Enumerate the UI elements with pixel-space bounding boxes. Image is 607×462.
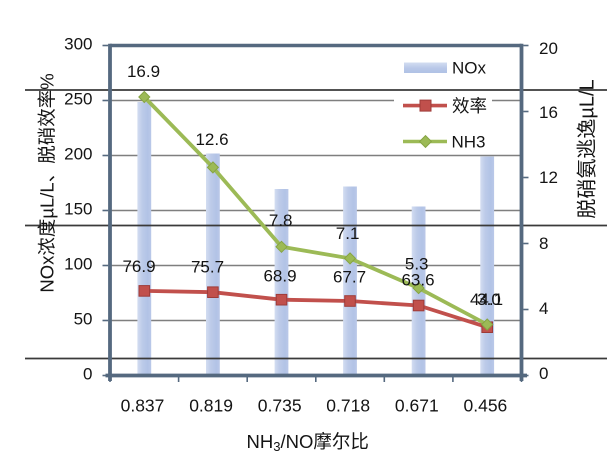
svg-text:16.9: 16.9: [127, 62, 160, 81]
svg-text:50: 50: [74, 310, 93, 329]
svg-text:67.7: 67.7: [333, 268, 366, 287]
svg-text:5.3: 5.3: [405, 255, 429, 274]
svg-text:100: 100: [64, 255, 92, 274]
svg-text:12: 12: [539, 168, 558, 187]
svg-text:NOx: NOx: [452, 59, 487, 78]
svg-text:44.1: 44.1: [470, 290, 503, 309]
svg-text:0.718: 0.718: [326, 396, 370, 416]
svg-text:0.819: 0.819: [189, 396, 233, 416]
svg-text:NOx浓度µL/L、脱硝效率%: NOx浓度µL/L、脱硝效率%: [37, 73, 58, 292]
svg-text:脱硝氨逃逸µL/L: 脱硝氨逃逸µL/L: [576, 79, 599, 218]
svg-text:0.456: 0.456: [464, 396, 508, 416]
svg-text:150: 150: [64, 200, 92, 219]
svg-text:8: 8: [539, 234, 548, 253]
svg-text:68.9: 68.9: [263, 267, 296, 286]
svg-text:76.9: 76.9: [122, 257, 155, 276]
svg-text:0.837: 0.837: [121, 396, 165, 416]
svg-text:12.6: 12.6: [195, 130, 228, 149]
svg-text:7.1: 7.1: [336, 224, 360, 243]
svg-text:4: 4: [539, 299, 548, 318]
svg-text:20: 20: [539, 39, 558, 58]
svg-text:200: 200: [64, 145, 92, 164]
svg-text:75.7: 75.7: [191, 258, 224, 277]
svg-text:0.735: 0.735: [258, 396, 302, 416]
svg-text:NH3/NO摩尔比: NH3/NO摩尔比: [247, 431, 369, 454]
svg-text:0: 0: [539, 364, 548, 383]
svg-text:63.6: 63.6: [401, 271, 434, 290]
svg-text:0: 0: [83, 365, 92, 384]
svg-text:7.8: 7.8: [269, 211, 293, 230]
svg-text:300: 300: [64, 35, 92, 54]
svg-text:NH3: NH3: [452, 133, 486, 152]
svg-text:效率: 效率: [452, 96, 487, 116]
svg-text:250: 250: [64, 90, 92, 109]
svg-text:3.0: 3.0: [477, 290, 501, 309]
svg-text:16: 16: [539, 103, 558, 122]
svg-text:0.671: 0.671: [395, 396, 439, 416]
